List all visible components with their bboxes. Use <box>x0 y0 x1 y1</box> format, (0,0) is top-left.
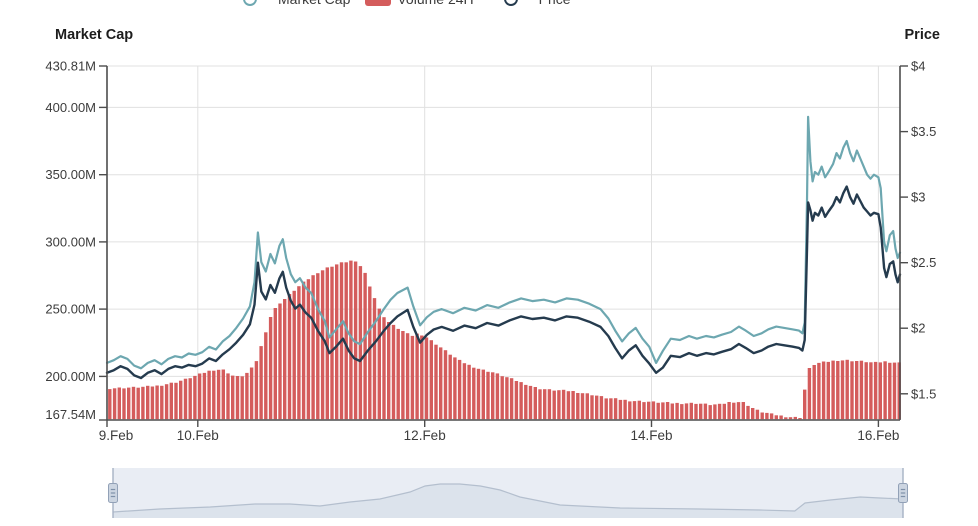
legend-item-market-cap[interactable]: Market Cap <box>228 0 350 13</box>
market-cap-legend-marker-icon <box>228 0 272 6</box>
svg-text:10.Feb: 10.Feb <box>177 428 219 443</box>
legend-item-price[interactable]: Price <box>489 0 571 13</box>
svg-text:14.Feb: 14.Feb <box>630 428 672 443</box>
navigator-left-handle[interactable] <box>108 468 118 518</box>
navigator[interactable] <box>108 468 908 518</box>
price-legend-marker-icon <box>489 0 533 6</box>
svg-text:200.00M: 200.00M <box>45 369 96 384</box>
left-axis-title: Market Cap <box>55 27 134 43</box>
navigator-line <box>112 483 904 513</box>
legend-label: Volume 24H <box>397 0 473 7</box>
x-axis: 9.Feb 10.Feb 12.Feb 14.Feb 16.Feb <box>99 419 900 443</box>
market-cap-series <box>105 115 902 370</box>
svg-text:9.Feb: 9.Feb <box>99 428 134 443</box>
price-series <box>105 185 902 380</box>
right-axis: $4 $3.5 $3 $2.5 $2 $1.5 <box>899 59 936 420</box>
chart-legend: Market Cap Volume 24H Price <box>228 0 571 13</box>
svg-text:350.00M: 350.00M <box>45 167 96 182</box>
svg-text:$2: $2 <box>911 321 925 336</box>
svg-text:$3: $3 <box>911 190 925 205</box>
left-axis: 430.81M 400.00M 350.00M 300.00M 250.00M 200.0… <box>45 59 108 422</box>
svg-text:300.00M: 300.00M <box>45 234 96 249</box>
svg-text:12.Feb: 12.Feb <box>404 428 446 443</box>
svg-text:400.00M: 400.00M <box>45 100 96 115</box>
legend-label: Price <box>539 0 571 7</box>
navigator-right-handle[interactable] <box>898 468 908 518</box>
volume-24h-series <box>108 260 901 420</box>
svg-text:430.81M: 430.81M <box>45 59 96 74</box>
svg-text:$4: $4 <box>911 59 925 74</box>
legend-label: Market Cap <box>278 0 350 7</box>
volume-24h-legend-marker-icon <box>365 0 392 6</box>
right-axis-title: Price <box>904 27 940 43</box>
gridlines <box>107 65 900 420</box>
svg-text:16.Feb: 16.Feb <box>857 428 899 443</box>
svg-text:$2.5: $2.5 <box>911 255 936 270</box>
svg-text:167.54M: 167.54M <box>45 407 96 422</box>
svg-text:250.00M: 250.00M <box>45 302 96 317</box>
legend-item-volume-24h[interactable]: Volume 24H <box>365 0 474 13</box>
svg-text:$3.5: $3.5 <box>911 124 936 139</box>
svg-text:$1.5: $1.5 <box>911 386 936 401</box>
